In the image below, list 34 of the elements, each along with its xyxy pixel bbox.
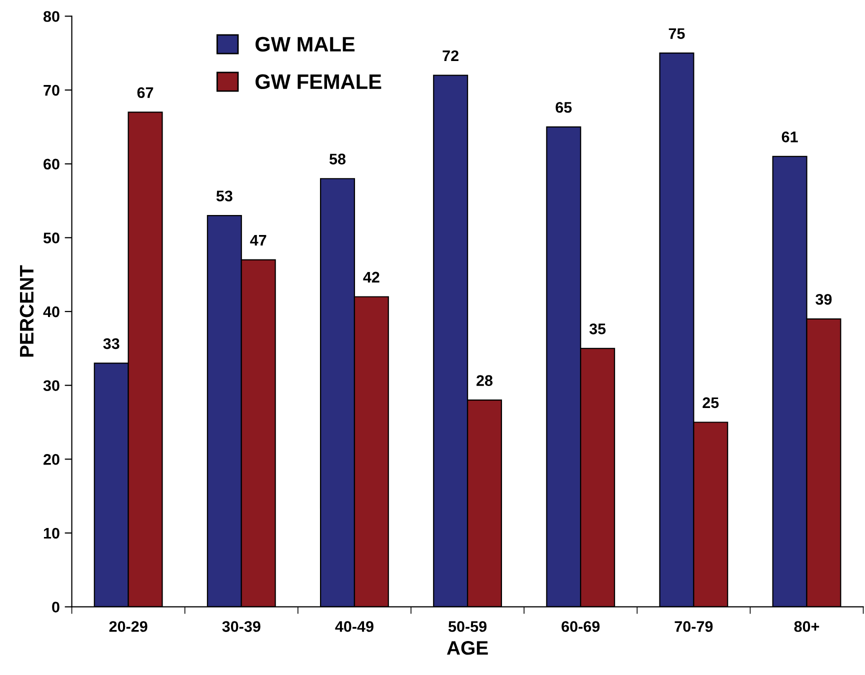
data-label: 35 (589, 323, 606, 334)
legend-label: GW FEMALE (256, 74, 382, 90)
x-tick-label: 30-39 (222, 621, 260, 632)
data-label: 75 (668, 28, 685, 39)
x-tick-label: 60-69 (562, 621, 600, 632)
y-tick-label: 70 (44, 84, 60, 96)
x-tick-label: 80+ (794, 621, 820, 632)
y-tick-label: 80 (43, 11, 60, 22)
y-axis-title: PERCENT (20, 265, 34, 357)
data-label: 47 (250, 235, 266, 246)
x-tick-label: 20-29 (109, 621, 148, 632)
data-label: 42 (363, 272, 380, 282)
x-tick-label: 40-49 (335, 621, 374, 632)
y-tick-label: 40 (43, 306, 60, 318)
data-label: 65 (556, 102, 572, 113)
data-label: 39 (816, 294, 832, 305)
x-tick-label: 70-79 (674, 621, 713, 632)
y-tick-label: 60 (44, 158, 60, 170)
x-tick-label: 50-59 (448, 621, 487, 632)
data-label: 72 (442, 50, 458, 61)
data-label: 25 (702, 397, 719, 408)
legend-label: GW MALE (256, 36, 355, 52)
y-tick-label: 20 (44, 454, 60, 465)
y-tick-label: 50 (43, 232, 60, 244)
data-label: 67 (137, 87, 154, 98)
data-label: 33 (103, 338, 120, 350)
y-tick-label: 0 (52, 602, 60, 613)
y-tick-label: 30 (43, 380, 60, 392)
data-label: 53 (216, 190, 232, 202)
y-tick-label: 10 (44, 528, 60, 539)
data-label: 58 (329, 154, 346, 164)
data-label: 61 (782, 132, 798, 142)
x-axis-title: AGE (446, 641, 488, 655)
data-label: 28 (476, 375, 493, 386)
